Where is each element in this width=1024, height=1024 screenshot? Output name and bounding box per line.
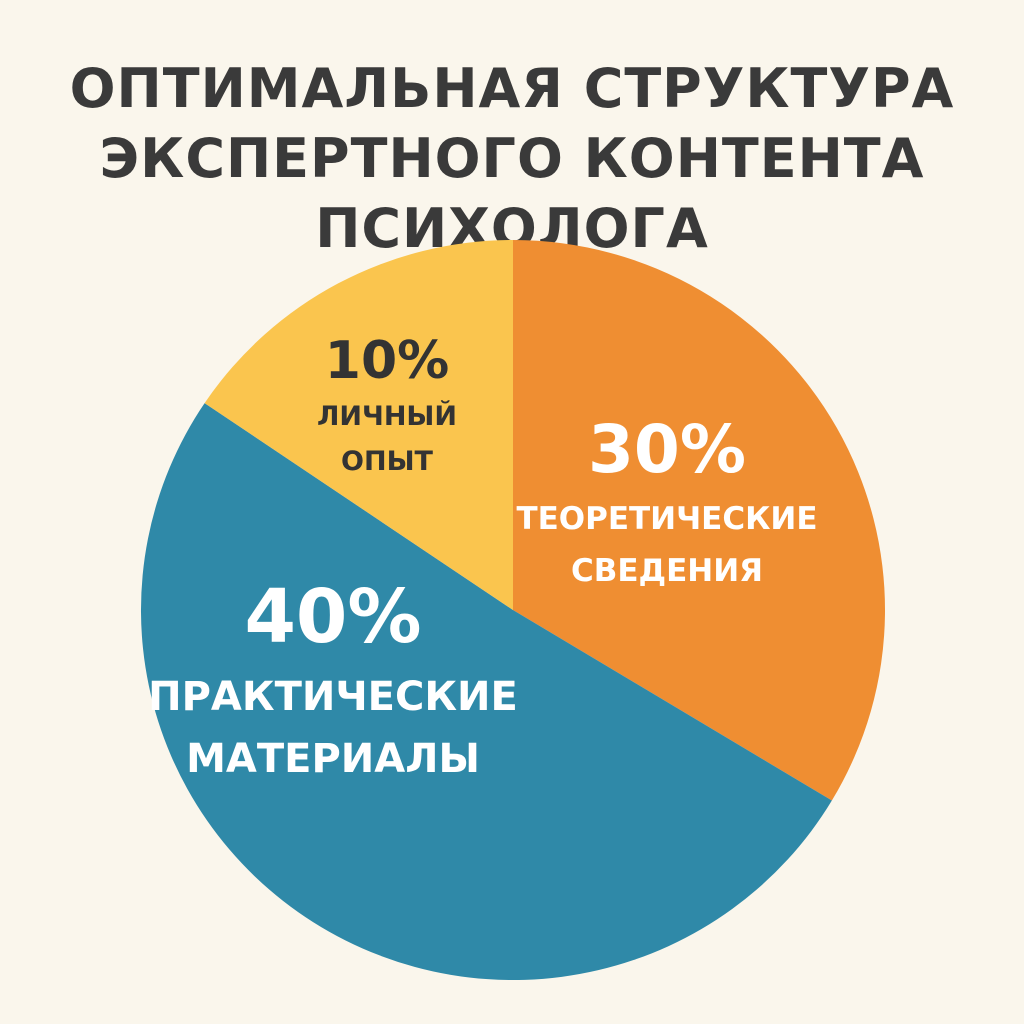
slice-percent-label-1: 30%	[588, 411, 746, 488]
pie-slice-1	[513, 240, 886, 801]
pie-slice-2	[140, 403, 832, 981]
title-line-2: ЭКСПЕРТНОГО КОНТЕНТА	[99, 127, 925, 191]
slice-percent-label-2: 40%	[244, 574, 421, 660]
slice-category-label-1-line-2: СВЕДЕНИЯ	[571, 553, 763, 589]
page-title: ОПТИМАЛЬНАЯ СТРУКТУРА ЭКСПЕРТНОГО КОНТЕН…	[0, 54, 1024, 264]
slice-percent-label-3: 10%	[325, 331, 449, 391]
pie-slice-3	[204, 239, 513, 610]
slice-category-label-3-line-2: ОПЫТ	[341, 446, 434, 477]
slice-category-label-3-line-1: ЛИЧНЫЙ	[317, 400, 457, 432]
title-line-1: ОПТИМАЛЬНАЯ СТРУКТУРА	[69, 57, 955, 121]
slice-category-label-2-line-2: МАТЕРИАЛЫ	[186, 736, 480, 782]
slice-category-label-1-line-1: ТЕОРЕТИЧЕСКИЕ	[516, 501, 817, 537]
slice-category-label-2-line-1: ПРАКТИЧЕСКИЕ	[148, 674, 518, 720]
